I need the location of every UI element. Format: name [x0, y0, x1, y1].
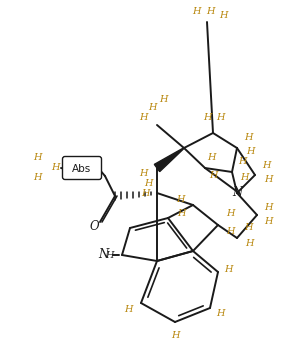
Text: H: H [192, 8, 200, 16]
Text: H: H [244, 224, 252, 232]
Text: H: H [264, 175, 272, 184]
Text: H: H [207, 154, 215, 163]
Text: H: H [244, 134, 252, 143]
Text: H: H [139, 114, 147, 122]
Text: H: H [159, 95, 167, 105]
Text: H: H [226, 208, 234, 217]
Text: H: H [105, 250, 113, 260]
Text: H: H [148, 103, 156, 113]
Text: H: H [216, 114, 224, 122]
Text: O: O [89, 220, 99, 232]
Text: H: H [177, 208, 185, 217]
Text: H: H [219, 12, 227, 20]
Text: N: N [232, 187, 242, 200]
Text: H: H [203, 114, 211, 122]
Text: Abs: Abs [72, 164, 92, 174]
Text: H: H [224, 265, 232, 274]
Text: H: H [176, 196, 184, 204]
Text: H: H [171, 330, 179, 339]
Text: N: N [98, 249, 108, 261]
Text: H: H [33, 174, 41, 183]
Text: H: H [262, 160, 270, 170]
Text: H: H [139, 168, 147, 178]
Text: H: H [238, 158, 246, 167]
Text: H: H [216, 309, 224, 318]
Text: H: H [51, 163, 59, 172]
Text: H: H [209, 171, 217, 179]
Text: H: H [144, 179, 152, 188]
Text: H: H [141, 188, 149, 197]
Text: H: H [264, 217, 272, 227]
Text: H: H [240, 174, 248, 183]
Polygon shape [154, 148, 184, 172]
Text: H: H [124, 306, 132, 314]
Text: H: H [226, 228, 234, 237]
Text: H: H [246, 147, 254, 156]
Text: H: H [206, 7, 214, 16]
Text: H: H [264, 203, 272, 212]
FancyBboxPatch shape [62, 156, 101, 179]
Text: H: H [245, 238, 253, 248]
Text: H: H [33, 154, 41, 163]
